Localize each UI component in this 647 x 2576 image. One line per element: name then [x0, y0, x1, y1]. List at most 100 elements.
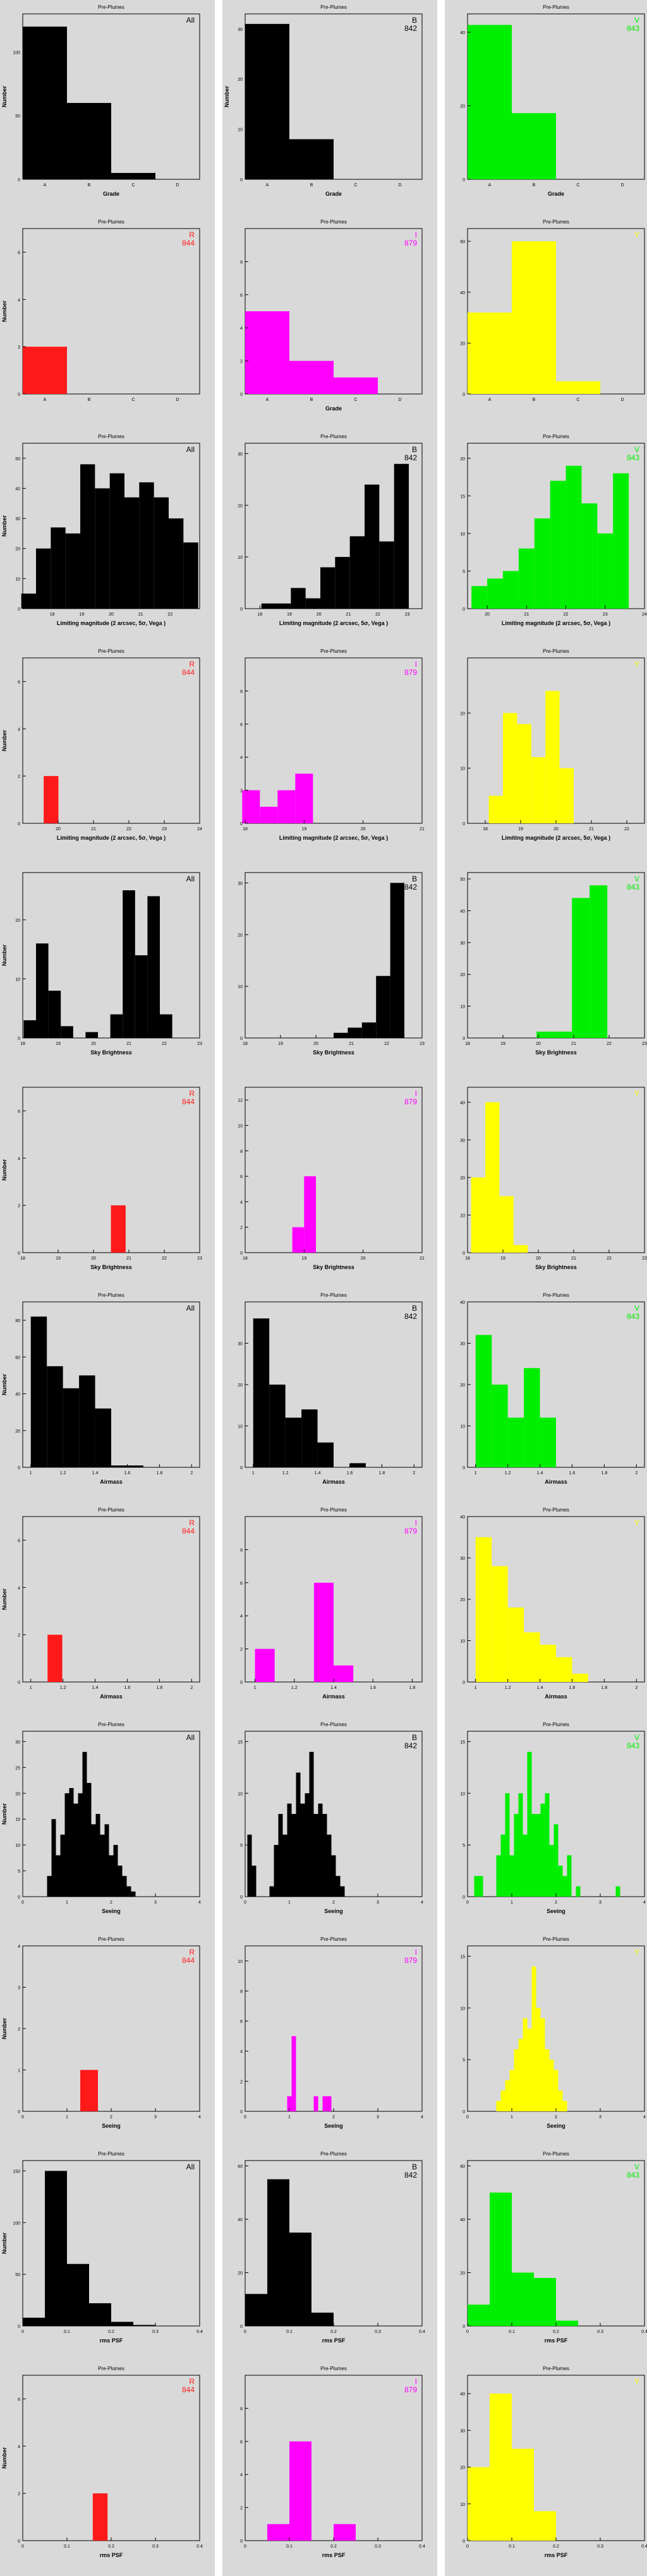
y-tick-label: 50	[15, 114, 20, 119]
histogram-bar	[118, 1865, 123, 1897]
legend-label: R	[189, 660, 195, 669]
chart-title: Pre-Plumes	[543, 219, 569, 225]
y-axis-label: Number	[1, 1589, 8, 1611]
histogram-svg: Pre-Plumes 0 0.1 0.2 0.3 0.4 0 2 4 6 rms PSF Number…	[1, 2366, 203, 2558]
x-tick-label: 1	[66, 2115, 68, 2120]
plot-frame	[245, 1945, 423, 2112]
chart-title: Pre-Plumes	[543, 1936, 569, 1942]
histogram-panel: Pre-Plumes 0 0.1 0.2 0.3 0.4 0 20 40 60 rms PSF V 84…	[445, 2147, 647, 2361]
histogram-bar	[255, 1649, 275, 1682]
y-tick-label: 10	[238, 128, 243, 133]
x-tick-label: 20	[553, 827, 559, 832]
x-tick-label: 18	[243, 1042, 248, 1046]
y-tick-label: 20	[460, 457, 465, 462]
histogram-bar	[468, 2467, 490, 2541]
histogram-panel: Pre-Plumes 0 1 2 3 4 0 5 10 15 Seeing Y	[445, 1932, 647, 2147]
histogram-bar	[285, 1417, 302, 1467]
chart-title: Pre-Plumes	[98, 1722, 124, 1727]
x-tick-label: 18	[50, 612, 55, 617]
x-tick-label: 0.4	[419, 2330, 425, 2334]
x-tick-label: 19	[301, 827, 306, 832]
y-tick-label: 0	[240, 1895, 243, 1900]
legend-label: 844	[182, 1527, 195, 1535]
histogram-bar	[335, 557, 350, 609]
histogram-bar	[540, 1645, 556, 1682]
histogram-bar	[320, 567, 336, 609]
x-tick-label: 20	[56, 827, 61, 832]
y-tick-label: 6	[240, 294, 243, 298]
histogram-bar	[468, 2305, 490, 2326]
y-tick-label: 10	[15, 577, 20, 581]
chart-title: Pre-Plumes	[320, 219, 347, 225]
histogram-bar	[534, 2511, 556, 2541]
y-tick-label: 10	[460, 1005, 465, 1010]
x-tick-label: D	[398, 183, 401, 188]
histogram-bar	[478, 1876, 483, 1897]
y-axis-label: Number	[1, 86, 8, 108]
x-tick-label: B	[533, 398, 536, 402]
legend-label: R	[189, 1948, 195, 1957]
x-tick-label: 24	[197, 827, 202, 832]
chart-title: Pre-Plumes	[320, 1292, 347, 1298]
legend-label: V	[634, 1304, 639, 1313]
x-tick-label: 21	[346, 612, 351, 617]
histogram-bar	[549, 2060, 554, 2111]
histogram-bar	[524, 1632, 540, 1682]
histogram-bar	[322, 1814, 327, 1897]
y-axis-label: Number	[1, 730, 8, 752]
x-tick-label: 21	[524, 612, 529, 617]
histogram-bar	[394, 463, 409, 609]
x-tick-label: 0.4	[419, 2544, 425, 2549]
x-tick-label: 0	[244, 2330, 246, 2334]
histogram-bar	[92, 2493, 108, 2541]
x-tick-label: 1	[475, 1686, 477, 1690]
histogram-svg: 18 19 20 21 22 23 0 10 20 30 40 50 Sky Brightness V84…	[460, 872, 647, 1056]
y-tick-label: 12	[238, 1099, 243, 1103]
y-tick-label: 6	[240, 2020, 243, 2024]
x-axis-label: Seeing	[102, 2123, 121, 2129]
histogram-bar	[468, 313, 512, 394]
histogram-bar	[104, 1824, 109, 1897]
x-tick-label: 19	[287, 612, 292, 617]
legend-label: V	[634, 2162, 639, 2171]
y-tick-label: 6	[18, 2397, 20, 2402]
histogram-bar	[311, 2312, 334, 2326]
x-tick-label: B	[310, 398, 313, 402]
legend-label: B	[412, 16, 417, 25]
histogram-bar	[277, 790, 296, 823]
y-tick-label: 0	[240, 822, 243, 826]
histogram-bar	[278, 1814, 283, 1897]
histogram-bar	[269, 1385, 286, 1467]
histogram-bar	[313, 1814, 318, 1897]
y-tick-label: 60	[460, 240, 465, 244]
histogram-bar	[47, 1366, 63, 1467]
histogram-panel: Pre-Plumes 0 0.1 0.2 0.3 0.4 0 10 20 30 40 rms PSF Y	[445, 2361, 647, 2576]
x-tick-label: 18	[465, 1042, 470, 1046]
x-tick-label: 1.6	[347, 1471, 353, 1476]
histogram-bar	[95, 1408, 111, 1467]
histogram-bar	[334, 2524, 356, 2541]
histogram-svg: Pre-Plumes 1 1.2 1.4 1.6 1.8 2 0 2 4 6 Airmass Numbe…	[1, 1507, 200, 1700]
chart-title: Pre-Plumes	[98, 219, 124, 225]
histogram-panel: Pre-Plumes 20 21 22 23 24 0 5 10 15 20 Limiting mag…	[445, 429, 647, 644]
histogram-bar	[309, 1751, 314, 1897]
x-tick-label: 0	[21, 2544, 24, 2549]
histogram-svg: 18 19 20 21 22 23 0 10 20 Sky Brightness Number All	[1, 872, 202, 1056]
y-tick-label: 30	[238, 881, 243, 886]
x-tick-label: 0.1	[509, 2544, 515, 2549]
y-tick-label: 8	[240, 260, 243, 265]
x-tick-label: 0.4	[197, 2544, 203, 2549]
histogram-bar	[512, 2272, 534, 2326]
y-tick-label: 10	[15, 1844, 20, 1848]
x-tick-label: 0.1	[509, 2330, 515, 2334]
histogram-bar	[590, 885, 608, 1038]
x-tick-label: 0.2	[553, 2544, 559, 2549]
y-tick-label: 8	[240, 1150, 243, 1154]
legend-label: 842	[404, 1312, 417, 1321]
y-tick-label: 20	[15, 919, 20, 923]
histogram-panel: Pre-Plumes A B C D 0 20 40 Grade V 843	[445, 0, 647, 215]
histogram-bar	[269, 1886, 274, 1897]
legend-label: 843	[627, 1312, 639, 1321]
